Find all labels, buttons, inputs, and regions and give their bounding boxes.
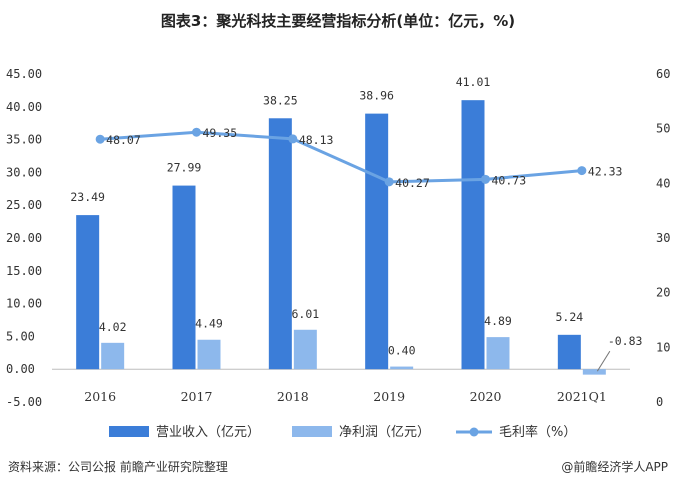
y-left-tick-label: 20.00 — [6, 231, 42, 245]
y-left-tick-label: 10.00 — [6, 297, 42, 311]
profit-data-label: 4.49 — [195, 317, 223, 331]
x-category-label: 2016 — [84, 389, 116, 404]
x-category-label: 2018 — [277, 389, 309, 404]
y-right-tick-label: 10 — [656, 340, 670, 354]
legend-label-profit: 净利润（亿元） — [339, 425, 430, 440]
margin-point — [192, 127, 201, 137]
legend-label-revenue: 营业收入（亿元） — [156, 425, 260, 440]
y-left-tick-label: 30.00 — [6, 165, 42, 179]
revenue-bar — [172, 185, 196, 370]
margin-line — [100, 130, 582, 184]
y-left-tick-label: 5.00 — [6, 329, 35, 343]
x-category-label: 2017 — [181, 389, 213, 404]
revenue-data-label: 5.24 — [555, 310, 583, 324]
margin-data-label: 40.73 — [492, 173, 527, 187]
profit-bar — [390, 366, 414, 370]
profit-data-label: 4.89 — [484, 314, 512, 328]
y-right-tick-label: 60 — [656, 67, 670, 81]
y-right-tick-label: 0 — [656, 395, 663, 409]
margin-point — [384, 177, 394, 187]
y-left-tick-label: 35.00 — [6, 133, 42, 147]
y-left-tick-label: 45.00 — [6, 67, 42, 81]
profit-data-label: 4.02 — [99, 320, 127, 334]
margin-data-label: 42.33 — [588, 165, 623, 179]
margin-data-label: 48.07 — [106, 133, 141, 147]
y-left-tick-label: -5.00 — [6, 395, 42, 409]
margin-point — [577, 166, 587, 176]
profit-bar — [582, 369, 606, 375]
legend-label-margin: 毛利率（%） — [499, 424, 576, 440]
margin-point — [481, 174, 490, 184]
source-note: 资料来源：公司公报 前瞻产业研究院整理 — [8, 460, 228, 474]
revenue-data-label: 41.01 — [456, 75, 491, 89]
profit-data-label: 6.01 — [291, 307, 319, 321]
revenue-bar — [76, 215, 100, 370]
margin-data-label: 40.27 — [395, 176, 430, 190]
profit-bar — [197, 339, 221, 370]
profit-bar — [101, 342, 125, 370]
profit-bar — [293, 329, 317, 370]
y-right-tick-label: 20 — [656, 286, 670, 300]
margin-data-label: 48.13 — [299, 133, 334, 147]
revenue-bar — [365, 113, 389, 370]
profit-data-label: 0.40 — [388, 344, 416, 358]
y-left-tick-label: 0.00 — [6, 362, 35, 376]
x-category-label: 2021Q1 — [557, 389, 607, 404]
y-right-tick-label: 30 — [656, 231, 670, 245]
revenue-data-label: 38.25 — [263, 93, 298, 107]
y-left-tick-label: 40.00 — [6, 100, 42, 114]
profit-data-label: -0.83 — [608, 334, 643, 348]
revenue-bar — [557, 334, 581, 370]
margin-point — [288, 134, 298, 144]
revenue-bar — [461, 100, 485, 370]
revenue-data-label: 23.49 — [70, 190, 105, 204]
margin-point — [95, 134, 105, 144]
y-right-tick-label: 40 — [656, 176, 670, 190]
profit-label-leader — [596, 350, 611, 372]
brand-label: @前瞻经济学人APP — [561, 460, 668, 474]
x-category-label: 2020 — [470, 389, 502, 404]
y-right-tick-label: 50 — [656, 122, 670, 136]
x-category-label: 2019 — [373, 389, 405, 404]
y-left-tick-label: 15.00 — [6, 264, 42, 278]
revenue-data-label: 27.99 — [167, 161, 202, 175]
revenue-bar — [268, 118, 292, 370]
revenue-data-label: 38.96 — [359, 89, 394, 103]
margin-data-label: 49.35 — [203, 126, 238, 140]
profit-bar — [486, 337, 510, 370]
chart-title: 图表3：聚光科技主要经营指标分析(单位：亿元，%) — [160, 12, 516, 30]
legend-marker-margin — [469, 427, 479, 437]
legend-swatch-revenue — [109, 426, 149, 437]
y-left-tick-label: 25.00 — [6, 198, 42, 212]
legend-swatch-profit — [292, 426, 332, 437]
